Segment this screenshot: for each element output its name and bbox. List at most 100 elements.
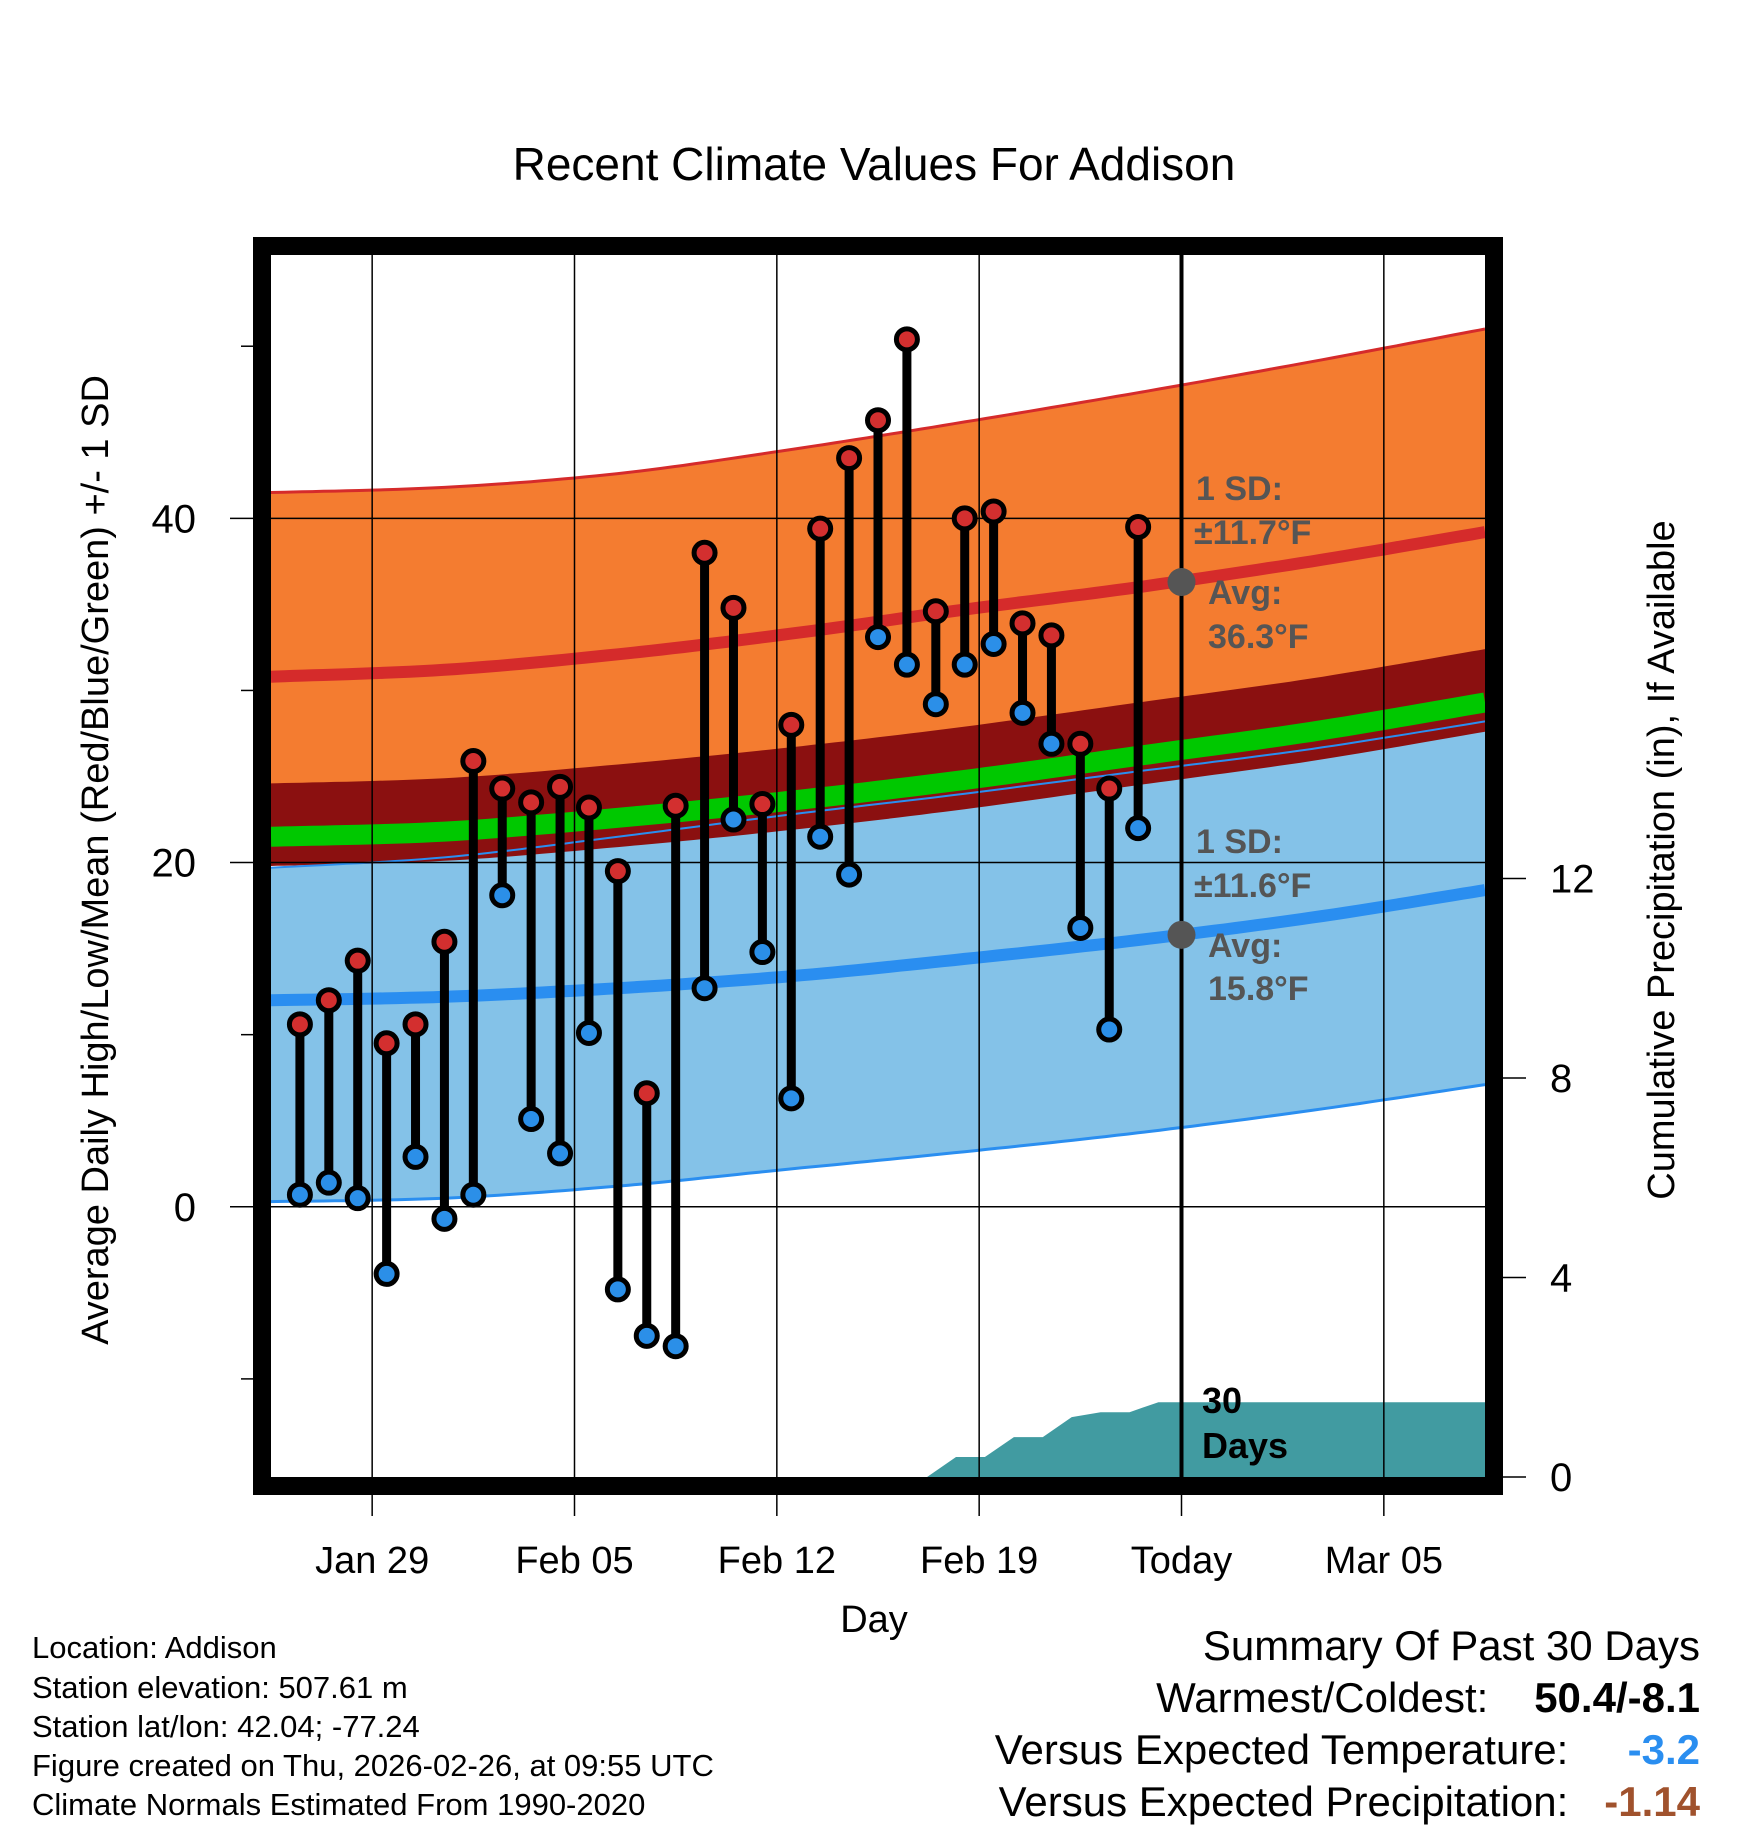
y-axis-label: Average Daily High/Low/Mean (Red/Blue/Gr… <box>75 375 117 1345</box>
summary-precip-value: -1.14 <box>1604 1778 1700 1825</box>
low-avg-value: 15.8°F <box>1208 970 1309 1008</box>
high-sd-value: ±11.7°F <box>1194 514 1311 552</box>
chart-title: Recent Climate Values For Addison <box>513 138 1236 190</box>
daily-high-point <box>1125 513 1152 540</box>
x-tick-label: Feb 19 <box>920 1540 1038 1582</box>
daily-high-point <box>547 773 574 800</box>
daily-high-point <box>460 748 487 775</box>
daily-high-point <box>431 928 458 955</box>
daily-low-point <box>807 823 834 850</box>
daily-high-point <box>865 407 891 434</box>
daily-high-point <box>1067 730 1094 757</box>
daily-low-point <box>518 1106 545 1133</box>
days-count-label: 30 <box>1202 1380 1242 1421</box>
summary-warmest-row: Warmest/Coldest: 50.4/-8.1 <box>1156 1672 1700 1724</box>
daily-high-point <box>1096 775 1123 802</box>
daily-low-point <box>865 624 891 651</box>
daily-high-point <box>344 947 371 974</box>
daily-low-point <box>575 1019 602 1046</box>
summary-temp-label: Versus Expected Temperature: <box>994 1726 1569 1773</box>
daily-high-point <box>778 711 805 738</box>
daily-high-point <box>922 598 949 625</box>
daily-high-point <box>489 775 516 802</box>
footer-normals: Climate Normals Estimated From 1990-2020 <box>32 1787 646 1822</box>
daily-low-point <box>662 1333 689 1360</box>
y2-tick-label: 0 <box>1550 1456 1572 1500</box>
x-tick-label: Jan 29 <box>315 1540 429 1582</box>
y2-tick-label: 8 <box>1550 1057 1572 1101</box>
summary-warmest-label: Warmest/Coldest: <box>1156 1674 1489 1721</box>
y-tick-label: 40 <box>152 497 197 541</box>
daily-low-point <box>1009 699 1036 726</box>
low-sd-label: 1 SD: <box>1196 823 1283 861</box>
x-axis-label: Day <box>840 1599 908 1641</box>
daily-low-point <box>691 975 718 1002</box>
daily-high-point <box>402 1011 429 1038</box>
daily-low-point <box>431 1205 458 1232</box>
daily-low-point <box>922 691 949 718</box>
daily-high-point <box>633 1080 660 1107</box>
daily-high-point <box>980 498 1007 525</box>
x-tick-label: Feb 05 <box>515 1540 633 1582</box>
days-unit-label: Days <box>1202 1425 1288 1466</box>
daily-high-point <box>807 515 834 542</box>
daily-low-point <box>893 651 920 678</box>
daily-low-point <box>633 1322 660 1349</box>
daily-high-point <box>1009 610 1036 637</box>
x-tick-label: Today <box>1131 1540 1232 1582</box>
daily-low-point <box>460 1181 487 1208</box>
x-tick-label: Feb 12 <box>718 1540 836 1582</box>
y2-tick-label: 12 <box>1550 857 1595 901</box>
summary-precip-row: Versus Expected Precipitation: -1.14 <box>999 1776 1700 1828</box>
daily-high-point <box>518 789 545 816</box>
high-avg-value: 36.3°F <box>1208 618 1309 656</box>
precip-area <box>927 1402 1485 1477</box>
daily-high-point <box>286 1011 313 1038</box>
high-avg-label: Avg: <box>1208 574 1282 612</box>
low-sd-value: ±11.6°F <box>1194 867 1311 905</box>
high-sd-label: 1 SD: <box>1196 470 1283 508</box>
daily-high-point <box>575 794 602 821</box>
daily-low-point <box>1038 730 1065 757</box>
daily-low-point <box>373 1260 400 1287</box>
summary-title: Summary Of Past 30 Days <box>1202 1622 1700 1669</box>
y-tick-label: 20 <box>152 842 197 886</box>
daily-high-point <box>691 539 718 566</box>
daily-low-point <box>315 1169 342 1196</box>
low-avg-label: Avg: <box>1208 927 1282 965</box>
daily-high-point <box>836 445 863 472</box>
daily-high-point <box>749 791 776 818</box>
summary-temp-row: Versus Expected Temperature: -3.2 <box>995 1724 1700 1776</box>
daily-low-point <box>402 1143 429 1170</box>
summary-temp-value: -3.2 <box>1627 1726 1700 1773</box>
y2-axis-label: Cumulative Precipitation (in), If Availa… <box>1641 520 1683 1199</box>
daily-low-point <box>951 651 978 678</box>
daily-low-point <box>980 630 1007 657</box>
x-tick-label: Mar 05 <box>1325 1540 1443 1582</box>
daily-low-point <box>720 806 747 833</box>
daily-high-point <box>662 792 689 819</box>
daily-low-point <box>836 861 863 888</box>
daily-low-point <box>749 939 776 966</box>
daily-low-point <box>489 882 516 909</box>
daily-low-point <box>778 1085 805 1112</box>
daily-low-point <box>604 1276 631 1303</box>
y-tick-label: 0 <box>174 1186 196 1230</box>
daily-low-point <box>286 1181 313 1208</box>
daily-high-point <box>315 987 342 1014</box>
daily-high-point <box>373 1030 400 1057</box>
daily-low-point <box>1096 1016 1123 1043</box>
daily-high-point <box>720 594 747 621</box>
y2-tick-label: 4 <box>1550 1256 1572 1300</box>
summary-warmest-value: 50.4/-8.1 <box>1534 1674 1700 1721</box>
footer-elevation: Station elevation: 507.61 m <box>32 1670 408 1705</box>
low-avg-marker <box>1167 920 1196 949</box>
footer-location: Location: Addison <box>32 1630 277 1665</box>
daily-low-point <box>344 1185 371 1212</box>
daily-low-point <box>1125 815 1152 842</box>
daily-high-point <box>1038 622 1065 649</box>
footer-created: Figure created on Thu, 2026-02-26, at 09… <box>32 1748 714 1783</box>
footer-latlon: Station lat/lon: 42.04; -77.24 <box>32 1709 420 1744</box>
daily-high-point <box>951 505 978 532</box>
